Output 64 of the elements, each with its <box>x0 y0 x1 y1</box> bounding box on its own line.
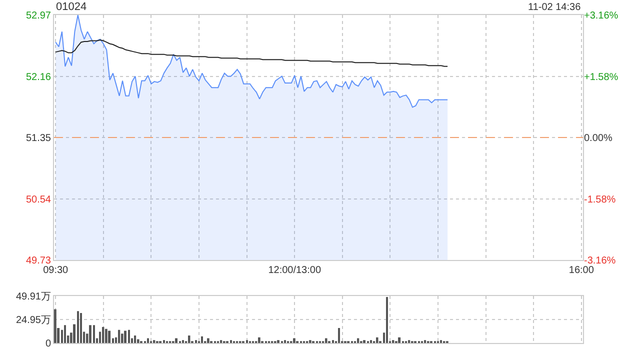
bar <box>77 311 79 343</box>
bar <box>201 336 203 343</box>
bar <box>408 340 410 343</box>
y-tick-label: 0 <box>45 338 52 350</box>
bar <box>102 327 104 343</box>
bar <box>246 340 248 343</box>
bar <box>440 340 442 343</box>
bar <box>284 340 286 343</box>
bar <box>277 340 280 343</box>
bar <box>230 340 232 343</box>
bar <box>363 340 366 343</box>
bar <box>64 325 66 343</box>
y-tick-label: 49.73 <box>26 256 52 267</box>
bar <box>134 335 136 343</box>
bar <box>332 340 334 343</box>
bar <box>137 339 140 343</box>
bar <box>153 340 156 343</box>
bar <box>175 338 178 343</box>
bar <box>188 335 190 343</box>
bar <box>386 296 388 343</box>
bar <box>370 340 372 343</box>
bar <box>325 338 328 343</box>
bar <box>258 337 260 343</box>
bar <box>105 328 108 343</box>
bar <box>309 340 312 343</box>
bar <box>128 330 130 343</box>
bar <box>195 340 197 343</box>
bar <box>398 337 401 343</box>
y2-tick-label: +3.16% <box>584 10 618 22</box>
x-tick-label: 12:00/13:00 <box>268 265 322 276</box>
bar <box>293 338 296 343</box>
bar <box>376 337 378 343</box>
y-tick-label: 24.95万 <box>16 315 51 326</box>
bar <box>338 328 340 343</box>
x-tick-label: 09:30 <box>43 265 69 276</box>
y2-tick-label: -1.58% <box>584 194 616 206</box>
y-tick-label: 52.16 <box>26 72 52 83</box>
bar <box>93 325 95 343</box>
y-tick-label: 52.97 <box>26 10 52 22</box>
bar <box>220 340 222 343</box>
bar <box>163 340 165 343</box>
bar <box>108 330 111 343</box>
y2-tick-label: +1.58% <box>584 72 618 83</box>
bar <box>121 334 124 343</box>
bar <box>424 340 426 343</box>
bar <box>147 338 149 343</box>
y2-tick-label: -3.16% <box>584 256 616 267</box>
bar <box>124 330 126 343</box>
y2-tick-label: 0.00% <box>584 133 612 144</box>
chart-subtitle: 11-02 14:36 <box>528 2 582 13</box>
bar <box>54 309 56 343</box>
x-tick-label: 16:00 <box>568 265 594 276</box>
bar <box>357 338 360 343</box>
y-tick-label: 49.91万 <box>16 292 51 303</box>
chart-title: 01024 <box>56 1 87 13</box>
bar <box>182 340 184 343</box>
bar <box>392 340 394 343</box>
y-tick-label: 50.54 <box>26 194 52 206</box>
y-tick-label: 51.35 <box>26 133 52 144</box>
bar <box>118 330 120 343</box>
bar <box>207 338 210 343</box>
bar <box>80 312 82 343</box>
bar <box>89 325 92 343</box>
line-series <box>55 39 448 67</box>
